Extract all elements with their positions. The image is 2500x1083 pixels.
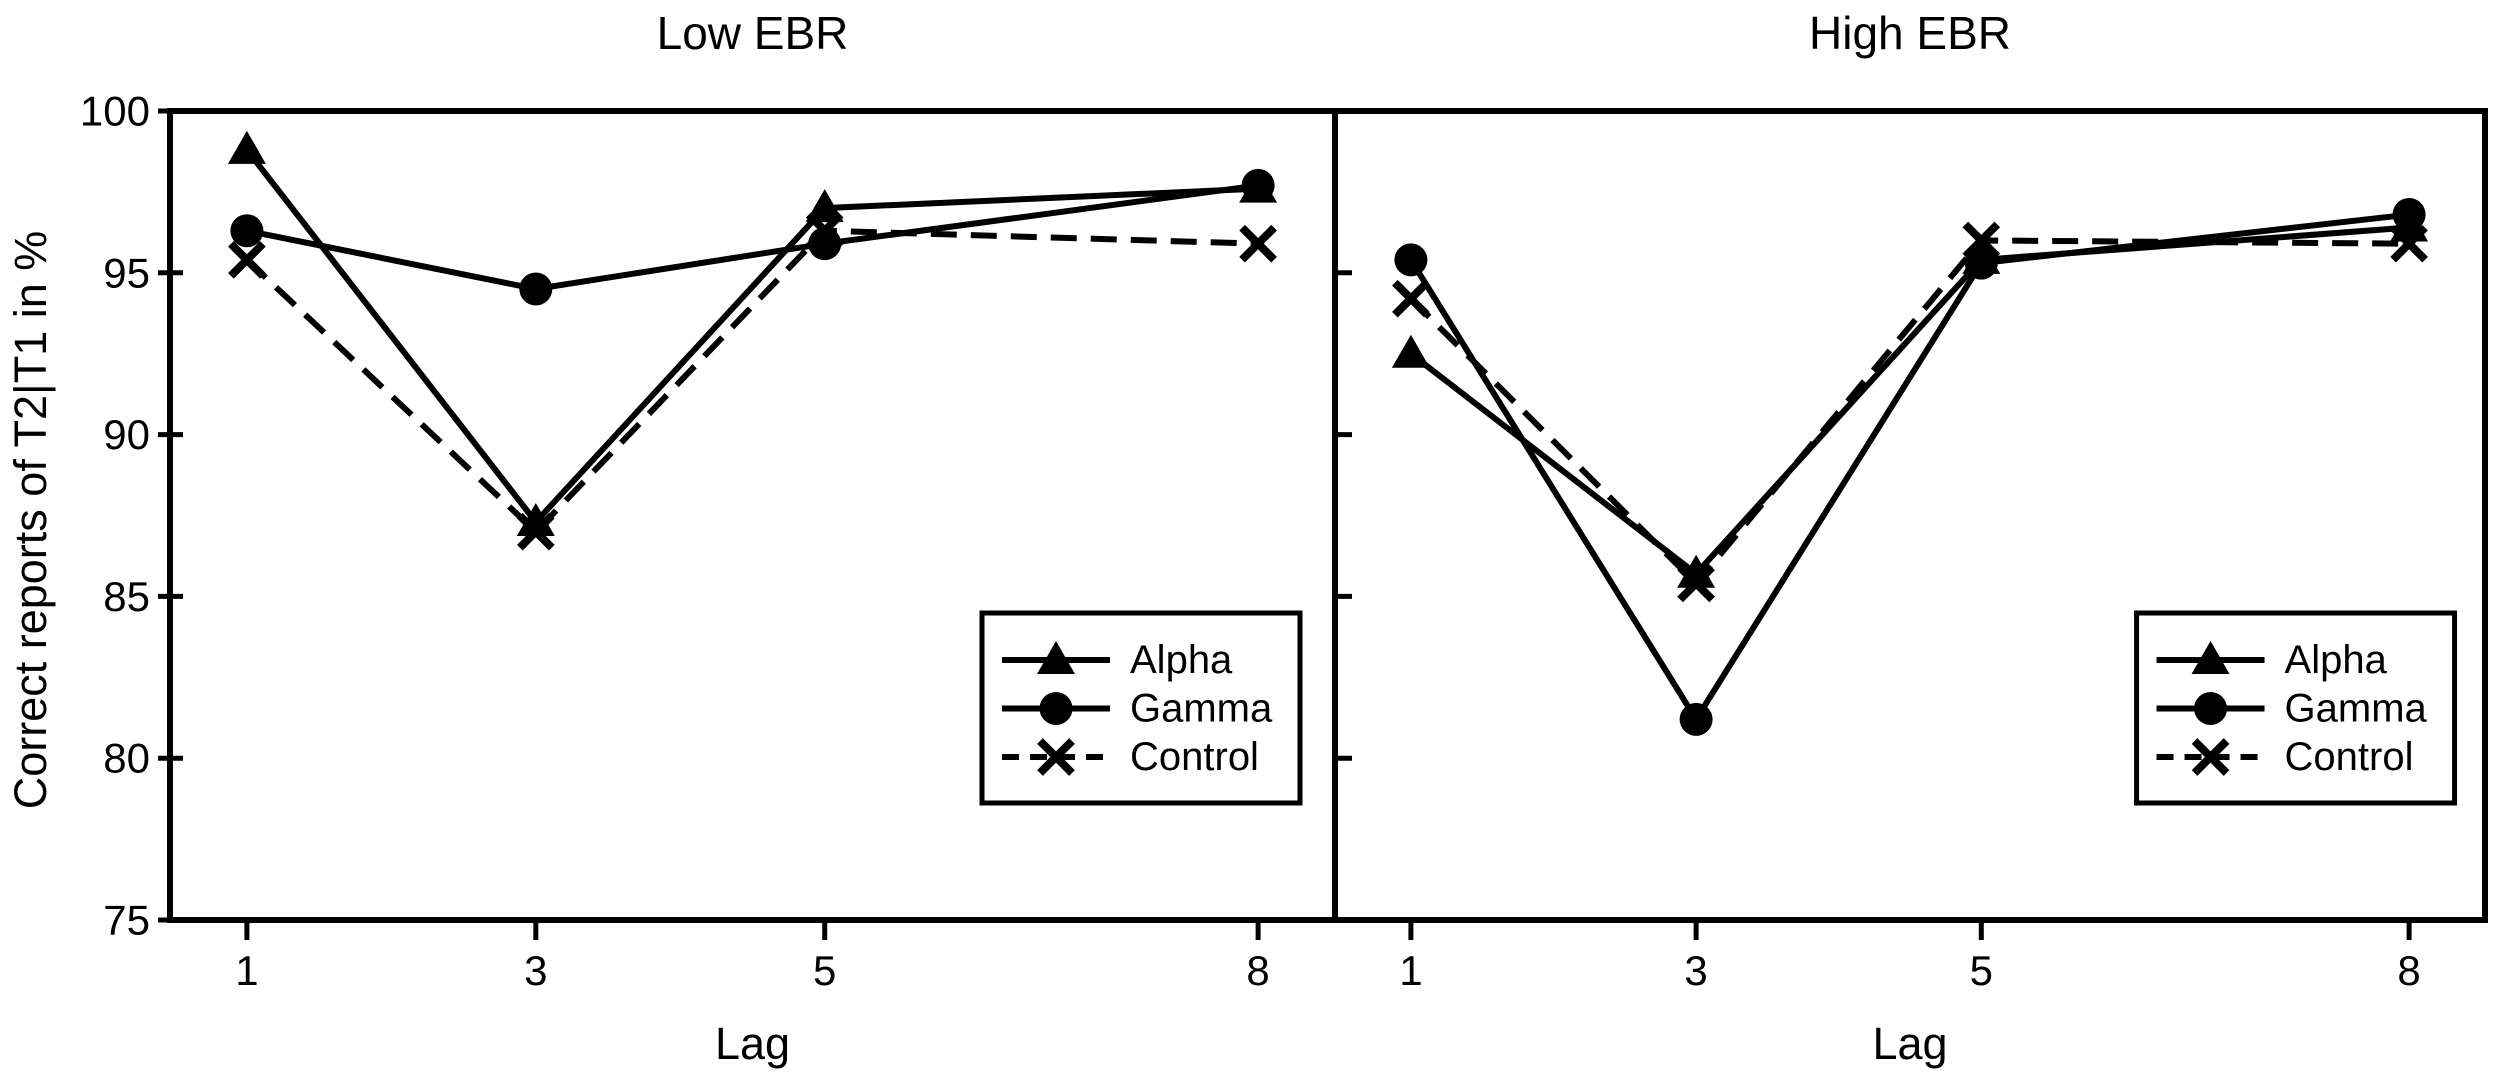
legend-0-alpha-marker xyxy=(1037,641,1076,674)
y-tick-label-85: 85 xyxy=(103,573,150,620)
y-tick-label-90: 90 xyxy=(103,411,150,458)
marker-0-control-lag5 xyxy=(805,211,844,250)
legend-0-control-label: Control xyxy=(1130,735,1259,779)
panel-0-x-tick-label-1: 1 xyxy=(235,947,258,994)
panel-1-x-tick-label-8: 8 xyxy=(2397,947,2420,994)
marker-1-control-lag3 xyxy=(1677,564,1715,603)
y-tick-label-95: 95 xyxy=(103,249,150,296)
marker-0-control-lag3 xyxy=(516,512,555,551)
legend-1-control-marker xyxy=(2191,738,2230,776)
legend-0-alpha-label: Alpha xyxy=(1130,638,1233,682)
legend-1-control-label: Control xyxy=(2285,735,2414,779)
marker-0-alpha-lag1 xyxy=(227,130,266,164)
legend-0-gamma-marker xyxy=(1039,692,1073,725)
series-1-gamma-line xyxy=(1408,211,2410,726)
y-tick-label-75: 75 xyxy=(103,897,150,944)
x-axis-label-right: Lag xyxy=(1872,1018,1948,1069)
legend-0-control-marker xyxy=(1037,738,1075,776)
marker-0-control-lag1 xyxy=(228,241,266,279)
legend-1-alpha-label: Alpha xyxy=(2285,638,2388,682)
marker-1-control-lag8 xyxy=(2390,224,2428,263)
marker-1-alpha-lag1 xyxy=(1391,334,1430,368)
marker-0-alpha-lag5 xyxy=(805,189,844,223)
legend-1-gamma-label: Gamma xyxy=(2285,687,2428,731)
series-0-control-line xyxy=(244,227,1259,536)
legend-1-alpha-marker xyxy=(2191,641,2230,674)
marker-1-gamma-lag3 xyxy=(1679,702,1713,736)
marker-0-control-lag8 xyxy=(1239,224,1277,263)
marker-1-control-lag5 xyxy=(1962,221,2001,260)
marker-1-gamma-lag8 xyxy=(2392,198,2426,232)
panel-title-low-ebr: Low EBR xyxy=(656,7,849,59)
x-axis-label-left: Lag xyxy=(714,1018,791,1069)
panel-1-x-tick-label-1: 1 xyxy=(1399,947,1422,994)
panel-1-frame xyxy=(1332,108,2488,923)
panel-0-x-tick-label-5: 5 xyxy=(813,947,836,994)
marker-1-gamma-lag1 xyxy=(1394,243,1428,277)
legend-1-gamma-marker xyxy=(2194,692,2228,725)
marker-0-gamma-lag3 xyxy=(519,272,553,306)
y-tick-label-80: 80 xyxy=(103,735,150,782)
marker-1-control-lag1 xyxy=(1392,279,1430,318)
series-0-alpha-line xyxy=(244,147,1259,527)
marker-0-gamma-lag8 xyxy=(1241,168,1275,202)
series-1-alpha-line xyxy=(1409,224,2410,578)
panel-0-x-tick-label-8: 8 xyxy=(1246,947,1269,994)
y-axis-label: Correct reports of T2|T1 in % xyxy=(5,230,56,810)
panel-0-x-tick-label-3: 3 xyxy=(524,947,547,994)
panel-1-x-tick-label-5: 5 xyxy=(1970,947,1993,994)
series-0-gamma-line xyxy=(246,182,1259,293)
panel-title-high-ebr: High EBR xyxy=(1809,7,2011,59)
series-1-control-line xyxy=(1408,237,2410,588)
panel-1-x-tick-label-3: 3 xyxy=(1684,947,1707,994)
legend-0-gamma-label: Gamma xyxy=(1130,687,1273,731)
y-tick-label-100: 100 xyxy=(80,88,150,135)
marker-0-gamma-lag1 xyxy=(230,214,264,248)
marker-1-gamma-lag5 xyxy=(1964,246,1998,280)
